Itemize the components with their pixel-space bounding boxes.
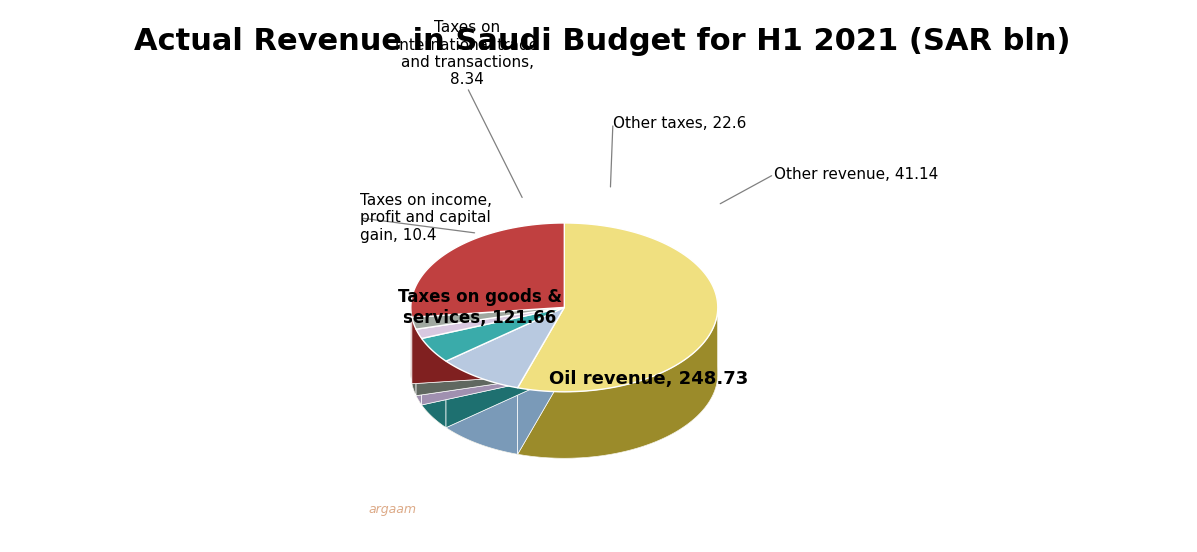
- Polygon shape: [517, 310, 718, 458]
- Text: argaam: argaam: [369, 503, 417, 516]
- Polygon shape: [446, 307, 564, 428]
- Polygon shape: [412, 307, 564, 329]
- Polygon shape: [411, 223, 564, 317]
- Text: Taxes on income,
profit and capital
gain, 10.4: Taxes on income, profit and capital gain…: [359, 193, 492, 243]
- Polygon shape: [417, 307, 564, 396]
- Polygon shape: [446, 307, 564, 388]
- Polygon shape: [412, 317, 417, 396]
- Polygon shape: [412, 307, 564, 384]
- Polygon shape: [417, 307, 564, 396]
- Text: Actual Revenue in Saudi Budget for H1 2021 (SAR bln): Actual Revenue in Saudi Budget for H1 20…: [134, 26, 1070, 56]
- Polygon shape: [417, 307, 564, 338]
- Text: Taxes on goods &
services, 121.66: Taxes on goods & services, 121.66: [397, 288, 561, 327]
- Polygon shape: [421, 307, 564, 361]
- Polygon shape: [421, 338, 446, 428]
- Polygon shape: [421, 307, 564, 405]
- Text: Taxes on
international trade
and transactions,
8.34: Taxes on international trade and transac…: [395, 20, 539, 87]
- Text: Other taxes, 22.6: Other taxes, 22.6: [613, 116, 746, 131]
- Polygon shape: [517, 307, 564, 454]
- Polygon shape: [446, 307, 564, 428]
- Polygon shape: [517, 223, 718, 392]
- Polygon shape: [417, 329, 421, 405]
- Polygon shape: [446, 361, 517, 454]
- Text: Oil revenue, 248.73: Oil revenue, 248.73: [549, 370, 748, 388]
- Ellipse shape: [411, 289, 718, 458]
- Polygon shape: [517, 307, 564, 454]
- Polygon shape: [421, 307, 564, 405]
- Polygon shape: [412, 307, 564, 384]
- Text: Other revenue, 41.14: Other revenue, 41.14: [774, 167, 938, 182]
